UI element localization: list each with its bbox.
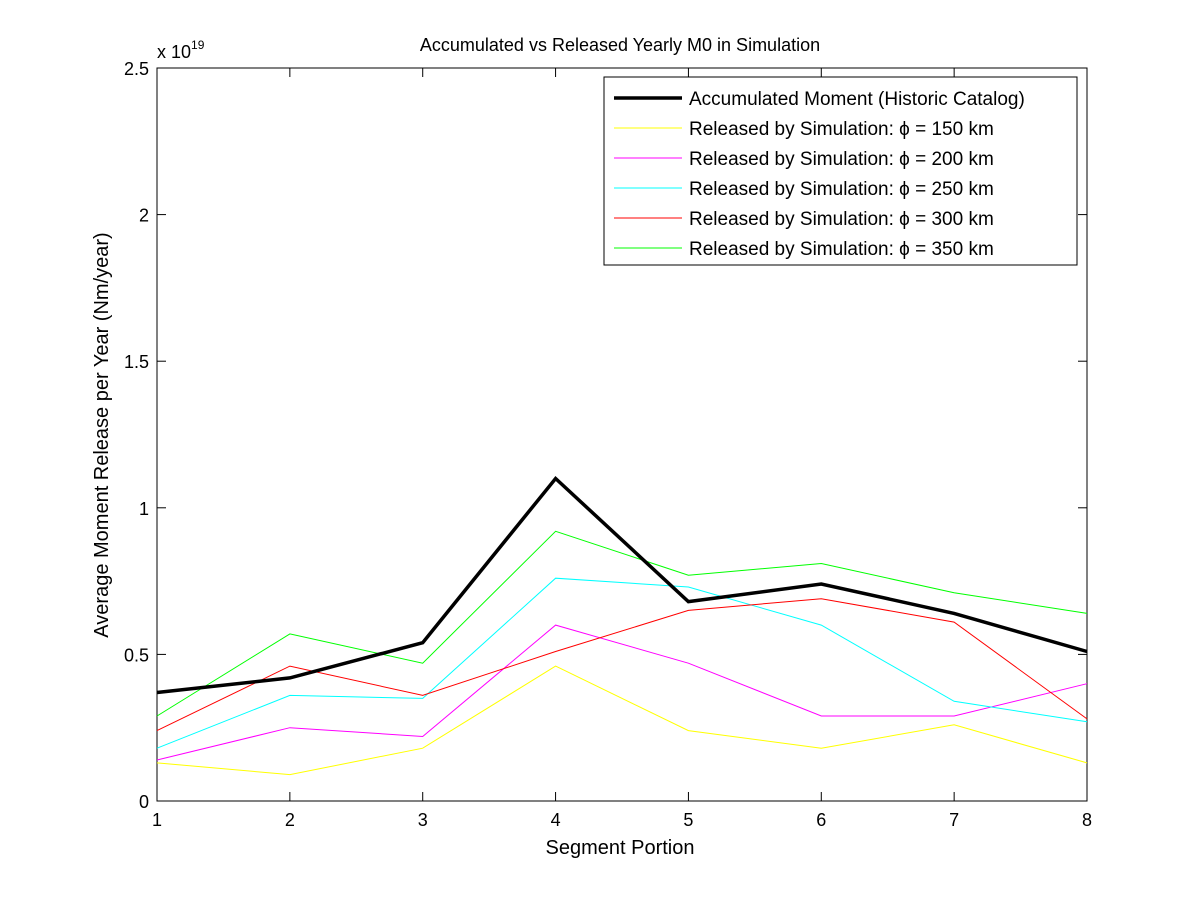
x-tick-label: 1 [152,810,162,830]
x-axis: 1 2 3 4 5 6 7 8 [152,68,1092,830]
y-tick-label: 1 [139,499,149,519]
y-tick-label: 1.5 [124,352,149,372]
x-tick-label: 8 [1082,810,1092,830]
y-axis: 0 0.5 1 1.5 2 2.5 [124,59,1087,812]
legend-label-4: Released by Simulation: ϕ = 300 km [689,209,994,230]
x-tick-label: 5 [683,810,693,830]
y-axis-label: Average Moment Release per Year (Nm/year… [91,232,113,637]
y-axis-multiplier-exponent: 19 [191,38,205,52]
x-tick-label: 4 [551,810,561,830]
y-tick-label: 0.5 [124,645,149,665]
y-tick-label: 2 [139,206,149,226]
legend-label-2: Released by Simulation: ϕ = 200 km [689,149,994,170]
y-axis-multiplier: x 1019 [157,38,205,62]
series-line-5 [156,530,1088,717]
x-tick-label: 6 [816,810,826,830]
y-tick-label: 0 [139,792,149,812]
series-line-2 [156,624,1088,761]
chart-title: Accumulated vs Released Yearly M0 in Sim… [420,35,820,55]
x-tick-label: 2 [285,810,295,830]
legend-box [603,76,1078,266]
legend-label-3: Released by Simulation: ϕ = 250 km [689,179,994,200]
series-lines [156,475,1088,776]
y-axis-multiplier-base: x 10 [157,42,191,62]
series-line-3 [156,577,1088,749]
legend-label-0: Accumulated Moment (Historic Catalog) [689,89,1025,110]
legend-label-5: Released by Simulation: ϕ = 350 km [689,239,994,260]
x-tick-label: 7 [949,810,959,830]
y-tick-label: 2.5 [124,59,149,79]
legend-label-1: Released by Simulation: ϕ = 150 km [689,119,994,140]
x-tick-label: 3 [418,810,428,830]
x-axis-label: Segment Portion [546,837,695,859]
legend: Accumulated Moment (Historic Catalog) Rel… [603,76,1078,266]
series-line-1 [156,665,1088,776]
series-line-0 [156,475,1088,695]
